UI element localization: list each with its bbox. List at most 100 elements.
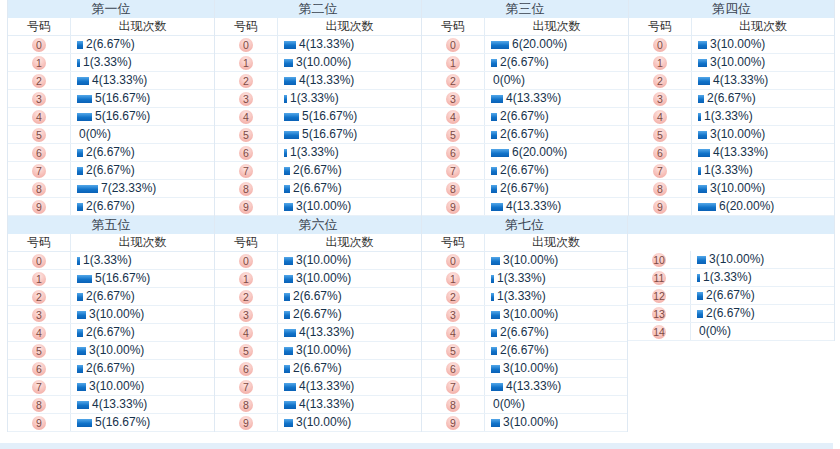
- count-text: 4(13.33%): [506, 90, 561, 107]
- number-cell: 6: [8, 146, 70, 160]
- count-cell: 2(6.67%): [70, 198, 214, 215]
- number-badge: 2: [653, 74, 667, 88]
- count-cell: 3(10.00%): [484, 414, 627, 431]
- frequency-bar: [77, 329, 83, 337]
- count-cell: 2(6.67%): [690, 287, 834, 304]
- count-text: 3(10.00%): [709, 251, 764, 268]
- table-row: 03(10.00%): [215, 252, 421, 270]
- count-cell: 4(13.33%): [691, 144, 834, 161]
- frequency-bar: [284, 365, 290, 373]
- table-row: 111(3.33%): [628, 269, 834, 287]
- number-cell: 8: [422, 398, 484, 412]
- table-row: 72(6.67%): [422, 162, 628, 180]
- count-text: 2(6.67%): [500, 162, 549, 179]
- number-badge: 9: [446, 200, 460, 214]
- frequency-bar: [698, 59, 707, 67]
- table-row: 87(23.33%): [8, 180, 214, 198]
- number-badge: 2: [239, 74, 253, 88]
- number-cell: 0: [629, 38, 691, 52]
- count-text: 4(13.33%): [713, 144, 768, 161]
- number-badge: 1: [653, 56, 667, 70]
- count-cell: 3(10.00%): [277, 54, 421, 71]
- number-column-header: 号码: [8, 234, 70, 251]
- count-cell: 5(16.67%): [70, 414, 214, 431]
- table-row: 52(6.67%): [422, 126, 628, 144]
- count-text: 6(20.00%): [512, 144, 567, 161]
- count-cell: 2(6.67%): [277, 180, 421, 197]
- count-text: 2(6.67%): [500, 54, 549, 71]
- number-cell: 6: [422, 146, 484, 160]
- count-text: 2(6.67%): [86, 360, 135, 377]
- frequency-bar: [77, 257, 80, 265]
- number-badge: 4: [239, 110, 253, 124]
- number-cell: 3: [215, 92, 277, 106]
- table-row: 02(6.67%): [8, 36, 214, 54]
- number-column-header: 号码: [422, 18, 484, 35]
- column-headers: [628, 234, 834, 251]
- frequency-bar: [284, 185, 290, 193]
- count-cell: 3(10.00%): [277, 270, 421, 287]
- frequency-bar: [77, 275, 92, 283]
- count-column-header: 出现次数: [277, 234, 421, 251]
- table-row: 33(10.00%): [8, 306, 214, 324]
- number-badge: 8: [239, 182, 253, 196]
- count-cell: 0(0%): [70, 126, 214, 143]
- number-cell: 9: [8, 416, 70, 430]
- count-cell: 1(3.33%): [484, 270, 627, 287]
- table-row: 80(0%): [422, 396, 627, 414]
- table-row: 132(6.67%): [628, 305, 834, 323]
- count-text: 1(3.33%): [703, 269, 752, 286]
- number-cell: 4: [8, 326, 70, 340]
- table-row: 71(3.33%): [629, 162, 834, 180]
- count-text: 5(16.67%): [302, 126, 357, 143]
- number-badge: 2: [32, 74, 46, 88]
- number-cell: 0: [422, 254, 484, 268]
- number-cell: 9: [215, 200, 277, 214]
- number-badge: 7: [653, 164, 667, 178]
- number-cell: 2: [215, 74, 277, 88]
- frequency-bar: [698, 149, 710, 157]
- frequency-bar: [284, 113, 299, 121]
- count-cell: 3(10.00%): [70, 342, 214, 359]
- column-headers: 号码出现次数: [8, 18, 214, 36]
- count-cell: 2(6.67%): [70, 36, 214, 53]
- frequency-bar: [284, 257, 293, 265]
- table-row: 45(16.67%): [8, 108, 214, 126]
- number-cell: 5: [8, 128, 70, 142]
- number-badge: 9: [32, 416, 46, 430]
- table-row: 24(13.33%): [8, 72, 214, 90]
- frequency-bar: [491, 185, 497, 193]
- frequency-bar: [284, 77, 296, 85]
- position-table-4: 第四位号码出现次数03(10.00%)13(10.00%)24(13.33%)3…: [628, 0, 835, 216]
- number-badge: 6: [446, 146, 460, 160]
- number-cell: 1: [422, 272, 484, 286]
- count-cell: 3(10.00%): [277, 252, 421, 269]
- count-text: 2(6.67%): [293, 180, 342, 197]
- count-text: 0(0%): [699, 323, 731, 340]
- frequency-bar: [698, 167, 701, 175]
- frequency-bar: [77, 311, 86, 319]
- table-row: 93(10.00%): [215, 414, 421, 432]
- number-cell: 8: [422, 182, 484, 196]
- table-row: 22(6.67%): [8, 288, 214, 306]
- number-cell: 8: [8, 398, 70, 412]
- table-row: 84(13.33%): [215, 396, 421, 414]
- number-badge: 6: [653, 146, 667, 160]
- count-cell: 4(13.33%): [277, 324, 421, 341]
- table-row: 6 6(20.00%): [422, 144, 628, 162]
- frequency-bar: [77, 419, 92, 427]
- count-cell: 2(6.67%): [277, 306, 421, 323]
- number-badge: 5: [446, 128, 460, 142]
- table-row: 94(13.33%): [422, 198, 628, 216]
- table-row: 03(10.00%): [629, 36, 834, 54]
- frequency-bar: [77, 59, 80, 67]
- frequency-bar: [77, 203, 83, 211]
- number-cell: 4: [629, 110, 691, 124]
- number-cell: 9: [629, 200, 691, 214]
- number-column-header: 号码: [215, 18, 277, 35]
- count-cell: 2(6.67%): [70, 360, 214, 377]
- number-cell: 2: [215, 290, 277, 304]
- number-badge: 9: [446, 416, 460, 430]
- count-text: 4(13.33%): [506, 378, 561, 395]
- position-table-2: 第二位号码出现次数04(13.33%)13(10.00%)24(13.33%)3…: [214, 0, 421, 216]
